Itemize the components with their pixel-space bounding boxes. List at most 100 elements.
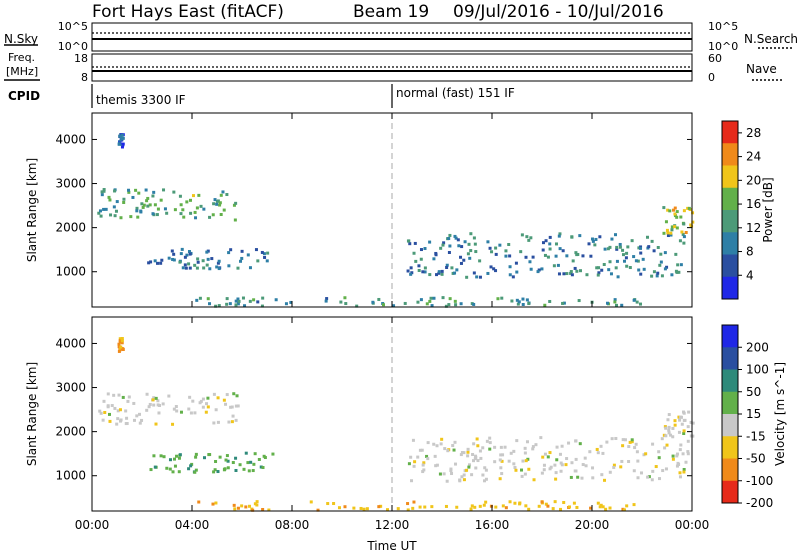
echo-cell <box>678 239 682 243</box>
echo-cell <box>237 299 241 303</box>
echo-cell <box>679 215 683 219</box>
echo-cell <box>509 451 513 455</box>
nave-label: Nave <box>746 62 777 76</box>
echo-cell <box>428 273 432 277</box>
echo-cell <box>636 459 640 463</box>
echo-cell <box>406 269 410 273</box>
echo-cell <box>682 467 686 471</box>
echo-cell <box>448 233 452 237</box>
echo-cell <box>194 455 198 459</box>
echo-cell <box>139 210 143 214</box>
echo-cell <box>428 299 432 303</box>
echo-cell <box>439 442 443 446</box>
echo-cell <box>406 502 410 506</box>
echo-cell <box>663 251 667 255</box>
echo-cell <box>219 212 223 216</box>
echo-cell <box>512 449 516 453</box>
echo-cell <box>678 418 682 422</box>
echo-cell <box>684 460 688 464</box>
echo-cell <box>196 257 200 261</box>
echo-cell <box>601 451 605 455</box>
echo-cell <box>344 302 348 306</box>
echo-cell <box>618 245 622 249</box>
echo-cell <box>671 426 675 430</box>
echo-cell <box>639 251 643 255</box>
echo-cell <box>172 258 176 262</box>
echo-cell <box>687 206 691 210</box>
echo-cell <box>608 245 612 249</box>
echo-cell <box>252 298 256 302</box>
echo-cell <box>514 261 518 265</box>
echo-cell <box>679 415 683 419</box>
echo-cell <box>205 263 209 267</box>
echo-cell <box>501 504 505 508</box>
echo-cell <box>630 239 634 243</box>
echo-cell <box>266 251 270 255</box>
echo-cell <box>244 505 248 509</box>
date-range: 09/Jul/2016 - 10/Jul/2016 <box>453 2 664 22</box>
echo-cell <box>554 471 558 475</box>
nsky-tick-low: 10^0 <box>58 40 88 53</box>
echo-cell <box>543 452 547 456</box>
echo-cell <box>106 405 110 409</box>
echo-cell <box>637 246 641 250</box>
echo-cell <box>118 140 122 144</box>
echo-cell <box>614 266 618 270</box>
velocity-colorbar: Velocity [m s^-1] 200 100 50 15 -15 -50 -100 -2… <box>721 324 787 510</box>
colorbar-segment <box>722 121 738 144</box>
echo-cell <box>284 302 288 306</box>
colorbar-tick-label: 50 <box>746 385 761 399</box>
echo-cell <box>504 506 508 510</box>
echo-cell <box>444 504 448 508</box>
echo-cell <box>222 398 226 402</box>
echo-cell <box>229 248 233 252</box>
echo-cell <box>152 190 156 194</box>
echo-cell <box>435 444 439 448</box>
echo-cell <box>132 401 136 405</box>
echo-cell <box>673 419 677 423</box>
echo-cell <box>188 395 192 399</box>
colorbar-segment <box>722 458 738 482</box>
echo-cell <box>120 341 124 345</box>
echo-cell <box>527 467 531 471</box>
echo-cell <box>435 273 439 277</box>
echo-cell <box>686 439 690 443</box>
echo-cell <box>673 423 677 427</box>
echo-cell <box>127 188 131 192</box>
echo-cell <box>426 457 430 461</box>
echo-cell <box>217 267 221 271</box>
echo-cell <box>232 392 236 396</box>
echo-cell <box>634 442 638 446</box>
echo-cell <box>590 237 594 241</box>
echo-cell <box>99 214 103 218</box>
echo-cell <box>515 270 519 274</box>
echo-cell <box>504 254 508 258</box>
echo-cell <box>183 263 187 267</box>
echo-cell <box>168 467 172 471</box>
echo-cell <box>682 429 686 433</box>
echo-cell <box>127 395 131 399</box>
echo-cell <box>642 453 646 457</box>
echo-cell <box>469 232 473 236</box>
echo-cell <box>240 249 244 253</box>
echo-cell <box>541 241 545 245</box>
echo-cell <box>442 241 446 245</box>
echo-cell <box>225 193 229 197</box>
colorbar-segment <box>722 414 738 437</box>
echo-cell <box>665 265 669 269</box>
echo-cell <box>608 470 612 474</box>
echo-cell <box>595 266 599 270</box>
echo-cell <box>212 392 216 396</box>
echo-cell <box>466 454 470 458</box>
echo-cell <box>668 209 672 213</box>
echo-cell <box>493 460 497 464</box>
echo-cell <box>129 215 133 219</box>
echo-cell <box>355 304 359 308</box>
echo-cell <box>489 265 493 269</box>
echo-cell <box>216 199 220 203</box>
echo-cell <box>650 478 654 482</box>
echo-cell <box>574 439 578 443</box>
echo-cell <box>154 422 158 426</box>
echo-cell <box>657 450 661 454</box>
echo-cell <box>437 270 441 274</box>
